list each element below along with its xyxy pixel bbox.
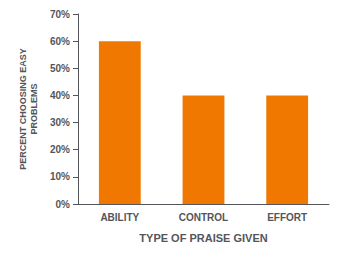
svg-text:CONTROL: CONTROL	[179, 212, 228, 223]
svg-text:PROBLEMS: PROBLEMS	[29, 83, 39, 134]
svg-text:PERCENT CHOOSING EASY: PERCENT CHOOSING EASY	[18, 48, 28, 170]
svg-text:ABILITY: ABILITY	[100, 212, 139, 223]
svg-text:10%: 10%	[50, 171, 70, 182]
svg-text:40%: 40%	[50, 90, 70, 101]
svg-text:TYPE OF PRAISE GIVEN: TYPE OF PRAISE GIVEN	[139, 232, 267, 244]
svg-text:70%: 70%	[50, 9, 70, 20]
svg-text:EFFORT: EFFORT	[267, 212, 307, 223]
svg-text:30%: 30%	[50, 117, 70, 128]
svg-text:0%: 0%	[56, 199, 71, 210]
svg-text:60%: 60%	[50, 36, 70, 47]
svg-text:50%: 50%	[50, 63, 70, 74]
svg-text:20%: 20%	[50, 144, 70, 155]
